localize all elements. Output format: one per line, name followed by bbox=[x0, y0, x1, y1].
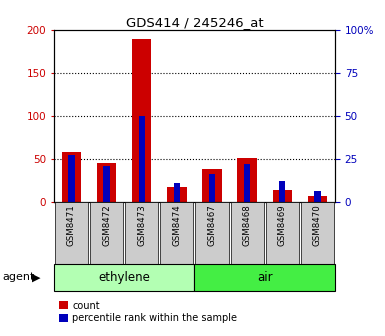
Bar bbox=[90, 202, 123, 264]
Text: GSM8472: GSM8472 bbox=[102, 205, 111, 247]
Bar bbox=[273, 191, 292, 202]
Text: GSM8470: GSM8470 bbox=[313, 205, 322, 247]
Text: ethylene: ethylene bbox=[98, 271, 150, 284]
Title: GDS414 / 245246_at: GDS414 / 245246_at bbox=[126, 16, 263, 29]
Bar bbox=[139, 116, 145, 202]
Bar bbox=[266, 202, 299, 264]
Bar bbox=[54, 264, 194, 291]
Text: GSM8473: GSM8473 bbox=[137, 205, 146, 247]
Text: GSM8471: GSM8471 bbox=[67, 205, 76, 247]
Bar bbox=[160, 202, 193, 264]
Bar bbox=[125, 202, 158, 264]
Text: GSM8469: GSM8469 bbox=[278, 205, 287, 246]
Bar bbox=[68, 155, 75, 202]
Bar bbox=[238, 158, 257, 202]
Bar bbox=[174, 183, 180, 202]
Text: GSM8468: GSM8468 bbox=[243, 205, 252, 247]
Bar bbox=[244, 164, 250, 202]
Bar bbox=[301, 202, 334, 264]
Bar bbox=[209, 174, 215, 202]
Bar bbox=[194, 264, 335, 291]
Text: GSM8474: GSM8474 bbox=[172, 205, 181, 247]
Bar bbox=[279, 181, 285, 202]
Bar bbox=[314, 191, 321, 202]
Text: GSM8467: GSM8467 bbox=[208, 205, 216, 247]
Text: air: air bbox=[257, 271, 273, 284]
Bar bbox=[167, 187, 186, 202]
Bar bbox=[55, 202, 88, 264]
Bar bbox=[97, 163, 116, 202]
Bar bbox=[203, 169, 222, 202]
Bar bbox=[104, 166, 110, 202]
Text: agent: agent bbox=[2, 272, 34, 282]
Bar bbox=[132, 39, 151, 202]
Bar bbox=[308, 196, 327, 202]
Legend: count, percentile rank within the sample: count, percentile rank within the sample bbox=[59, 300, 238, 324]
Text: ▶: ▶ bbox=[32, 272, 40, 282]
Bar bbox=[62, 152, 81, 202]
Bar bbox=[196, 202, 229, 264]
Bar bbox=[231, 202, 264, 264]
